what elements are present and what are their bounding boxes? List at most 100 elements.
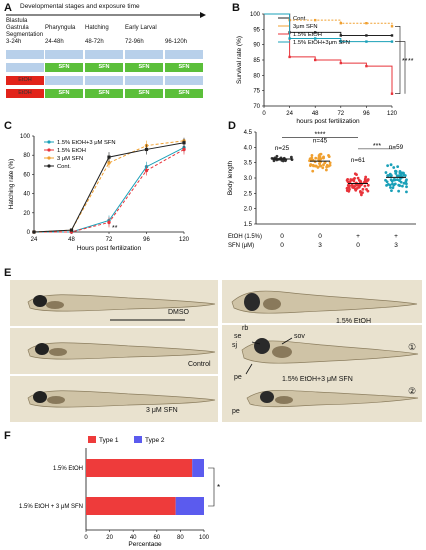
legend-marker	[47, 156, 51, 160]
y-tick-label: 3.5	[244, 161, 253, 167]
empty-cell	[125, 50, 163, 59]
sfn-value: 3	[318, 242, 322, 249]
series-point	[365, 22, 368, 25]
data-point	[405, 185, 408, 189]
data-point	[399, 172, 403, 176]
data-point	[388, 183, 392, 187]
timeline-arrow	[6, 12, 206, 18]
series-point	[339, 34, 342, 37]
data-point	[398, 169, 402, 173]
x-axis-label: Hours post fertilization	[77, 245, 142, 252]
data-point	[361, 191, 364, 195]
sig-label: *	[217, 483, 220, 492]
data-point	[353, 187, 357, 191]
data-point	[386, 164, 390, 168]
stage-range: 48-72h	[85, 39, 104, 45]
bar-type2	[175, 497, 204, 515]
data-point	[322, 163, 325, 167]
stage-range: 24-48h	[45, 39, 64, 45]
sig-label: ****	[315, 132, 326, 139]
data-point	[402, 181, 406, 185]
stage-name: Pharyngula	[45, 25, 76, 31]
x-tick-label: 72	[337, 111, 344, 117]
data-point	[389, 178, 393, 182]
row-label: SFN (μM)	[228, 243, 254, 249]
data-point	[366, 179, 370, 182]
data-point	[363, 184, 367, 188]
series-point	[314, 58, 317, 62]
data-point	[397, 183, 401, 187]
y-tick-label: 80	[23, 153, 30, 159]
data-point	[318, 162, 322, 166]
sfn-value: 3	[394, 242, 398, 249]
group-n-label: n=45	[313, 137, 328, 144]
data-point	[289, 155, 293, 159]
data-point	[348, 187, 351, 191]
x-tick-label: 80	[177, 535, 184, 541]
legend-label: Type 2	[145, 437, 165, 444]
panel-c-letter: C	[4, 120, 12, 132]
sig-label: **	[402, 58, 408, 65]
stage-name: Early Larval	[125, 25, 157, 31]
legend-marker	[47, 140, 51, 144]
series-point	[365, 64, 368, 68]
data-point	[318, 155, 322, 159]
data-point	[392, 183, 396, 187]
data-point	[384, 178, 387, 182]
x-tick-label: 0	[262, 111, 266, 117]
y-tick-label: 40	[23, 192, 30, 198]
data-point	[347, 184, 351, 187]
data-point	[313, 164, 317, 168]
data-point	[355, 173, 358, 177]
y-axis-label: Body length	[227, 160, 234, 195]
x-tick-label: 40	[130, 535, 137, 541]
y-tick-label: 2.5	[244, 191, 253, 197]
survival-chart: 70 75 80 85 90 95 100 0 24 48 72 96 120 hours post fe…	[236, 12, 414, 124]
series-point	[365, 34, 368, 37]
hatching-chart: 0 20 40 60 80 100 24 48 72 96 120 Hours post fertil…	[8, 134, 190, 252]
etoh-value: +	[356, 233, 360, 240]
fish-image-control: Control	[10, 328, 218, 374]
label-etoh: 1.5% EtOH	[336, 318, 372, 325]
bar-type2	[192, 459, 204, 477]
series-point	[365, 40, 368, 43]
sig-label: **	[408, 58, 414, 65]
data-point	[399, 174, 403, 178]
etoh-cell: EtOH	[6, 89, 44, 98]
data-point	[316, 166, 320, 169]
stage-name: Hatching	[85, 25, 109, 31]
data-point	[389, 163, 393, 167]
label-circle-2: ②	[408, 386, 417, 396]
series-point	[390, 34, 394, 37]
data-point	[390, 189, 393, 193]
data-point	[319, 164, 323, 168]
data-point	[351, 185, 354, 189]
sfn-cell: SFN	[125, 63, 163, 72]
fish-image-sfn: 3 μM SFN	[10, 376, 218, 422]
x-tick-label: 96	[363, 111, 370, 117]
y-tick-label: 4.0	[244, 145, 253, 151]
panel-e-letter: E	[4, 267, 12, 279]
data-point	[404, 180, 408, 183]
y-tick-label: 75	[253, 89, 260, 95]
data-point	[356, 176, 360, 180]
y-tick-label: 1.5	[244, 222, 253, 228]
panel-d-letter: D	[228, 120, 236, 132]
data-point	[385, 184, 388, 187]
data-point	[361, 187, 365, 191]
x-axis-label: hours post fertilization	[296, 118, 360, 124]
y-axis-label: Survival rate (%)	[236, 36, 243, 84]
data-point	[328, 161, 332, 165]
series-point	[69, 228, 74, 232]
etoh-value: 0	[280, 233, 284, 240]
label-sj: sj	[232, 342, 238, 349]
fish-image-dmso: DMSO	[10, 280, 218, 326]
label-pe: pe	[234, 374, 242, 381]
sfn-cell: SFN	[45, 63, 83, 72]
data-point	[327, 155, 331, 158]
sig-label: ***	[373, 143, 381, 150]
x-tick-label: 20	[106, 535, 113, 541]
panel-b-letter: B	[232, 2, 240, 14]
empty-cell	[45, 76, 83, 85]
series-point	[390, 40, 394, 43]
